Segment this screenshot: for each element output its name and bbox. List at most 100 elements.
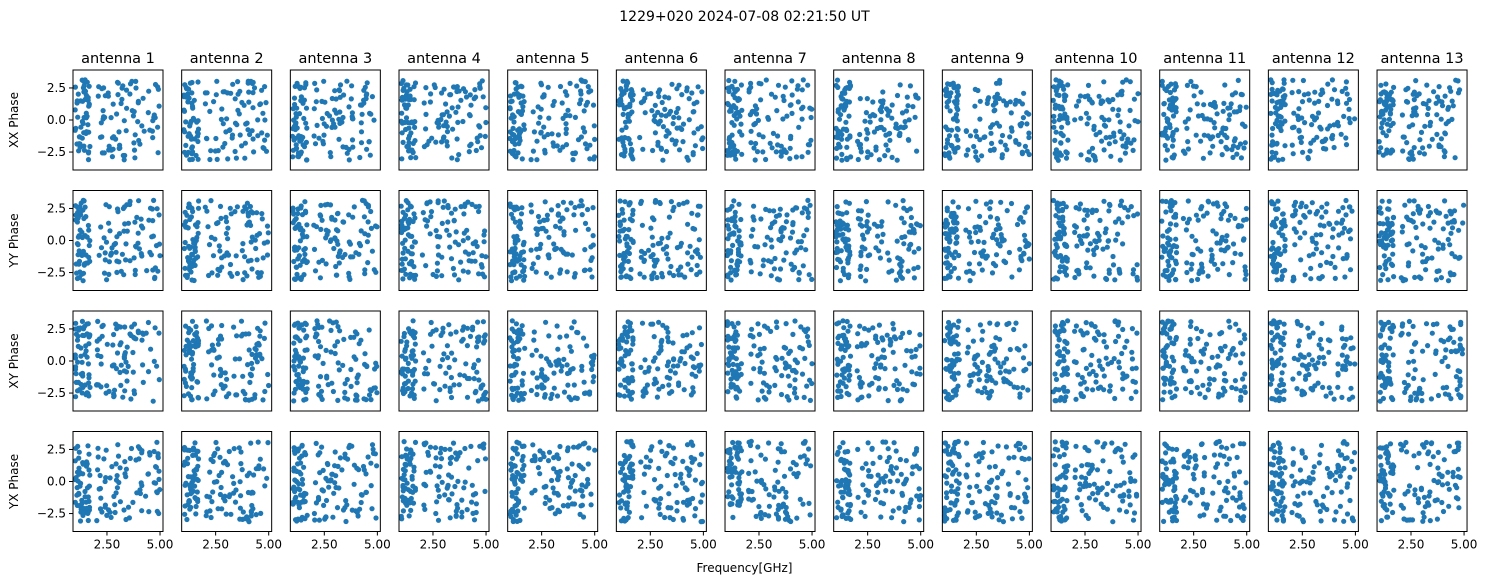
data-point bbox=[332, 88, 338, 94]
data-point bbox=[991, 231, 997, 237]
data-point bbox=[1198, 138, 1204, 144]
data-point bbox=[249, 366, 255, 372]
data-point bbox=[623, 233, 629, 239]
data-point bbox=[620, 139, 626, 145]
data-point bbox=[337, 82, 344, 88]
data-point bbox=[456, 152, 462, 158]
data-point bbox=[765, 258, 772, 264]
data-point bbox=[616, 366, 622, 372]
data-point bbox=[1424, 82, 1430, 88]
data-point bbox=[667, 230, 673, 236]
data-point bbox=[991, 147, 997, 153]
data-point bbox=[1112, 219, 1119, 225]
data-point bbox=[784, 212, 790, 218]
data-point bbox=[673, 138, 679, 144]
data-point bbox=[989, 140, 995, 146]
data-point bbox=[117, 342, 123, 348]
data-point bbox=[1208, 117, 1214, 123]
data-point bbox=[437, 387, 443, 393]
data-point bbox=[1121, 132, 1127, 138]
data-point bbox=[652, 113, 658, 119]
subplot-title: antenna 8 bbox=[842, 51, 916, 67]
data-point bbox=[187, 216, 193, 223]
data-point bbox=[437, 234, 443, 240]
data-point bbox=[1274, 92, 1280, 98]
data-point bbox=[293, 334, 299, 340]
data-point bbox=[875, 233, 881, 239]
data-point bbox=[311, 133, 317, 139]
data-point bbox=[1083, 320, 1089, 326]
data-point bbox=[110, 342, 116, 348]
data-point bbox=[1302, 214, 1308, 220]
data-point bbox=[189, 277, 195, 283]
data-point bbox=[1299, 99, 1306, 105]
data-point bbox=[806, 342, 812, 348]
data-point bbox=[1089, 145, 1096, 151]
data-point bbox=[1131, 213, 1137, 219]
data-point bbox=[1219, 234, 1225, 240]
data-point bbox=[240, 241, 246, 247]
data-point bbox=[725, 152, 731, 158]
data-point bbox=[412, 276, 418, 282]
data-point bbox=[1008, 125, 1015, 131]
data-point bbox=[188, 136, 194, 142]
data-point bbox=[297, 262, 303, 268]
subplot: antenna 10 bbox=[1050, 51, 1142, 171]
data-point bbox=[758, 216, 764, 222]
data-point bbox=[1215, 266, 1221, 272]
data-point bbox=[152, 274, 158, 280]
data-point bbox=[1269, 261, 1276, 267]
data-point bbox=[729, 139, 735, 146]
data-point bbox=[640, 87, 647, 93]
data-point bbox=[1171, 87, 1178, 93]
data-point bbox=[728, 264, 734, 270]
data-point bbox=[245, 258, 251, 264]
data-point bbox=[545, 84, 551, 90]
data-point bbox=[979, 389, 985, 396]
data-point bbox=[1166, 242, 1172, 248]
data-point bbox=[182, 265, 188, 271]
data-point bbox=[109, 154, 115, 160]
data-point bbox=[194, 379, 200, 385]
data-point bbox=[587, 389, 593, 395]
data-point bbox=[622, 258, 628, 264]
data-point bbox=[790, 331, 796, 337]
data-point bbox=[98, 361, 104, 367]
data-point bbox=[1195, 276, 1201, 282]
data-point bbox=[678, 264, 684, 270]
data-point bbox=[973, 229, 979, 236]
data-point bbox=[364, 363, 370, 370]
data-point bbox=[1307, 209, 1313, 215]
data-point bbox=[625, 135, 631, 142]
data-point bbox=[1456, 255, 1462, 261]
subplot bbox=[398, 190, 490, 291]
data-point bbox=[748, 233, 755, 239]
axes-frame bbox=[507, 190, 599, 291]
data-point bbox=[215, 266, 221, 272]
data-point bbox=[956, 318, 962, 324]
data-point bbox=[128, 396, 134, 402]
data-point bbox=[217, 203, 224, 209]
data-point bbox=[212, 148, 218, 154]
data-point bbox=[1117, 157, 1123, 163]
data-point bbox=[1128, 395, 1134, 401]
data-point bbox=[195, 220, 201, 226]
data-point bbox=[1091, 251, 1097, 258]
data-point bbox=[1088, 362, 1094, 368]
data-point bbox=[755, 321, 761, 327]
data-point bbox=[1422, 123, 1428, 129]
data-point bbox=[510, 396, 516, 403]
data-point bbox=[1159, 132, 1165, 138]
data-point bbox=[323, 235, 329, 241]
data-point bbox=[726, 362, 732, 368]
data-point bbox=[878, 362, 884, 368]
data-point bbox=[1191, 93, 1197, 99]
data-point bbox=[346, 157, 352, 163]
data-point bbox=[947, 340, 953, 346]
data-point bbox=[998, 139, 1004, 145]
data-point bbox=[469, 327, 476, 333]
data-point bbox=[1021, 232, 1028, 238]
data-point bbox=[237, 88, 243, 94]
data-point bbox=[1061, 346, 1067, 352]
data-point bbox=[134, 214, 140, 220]
